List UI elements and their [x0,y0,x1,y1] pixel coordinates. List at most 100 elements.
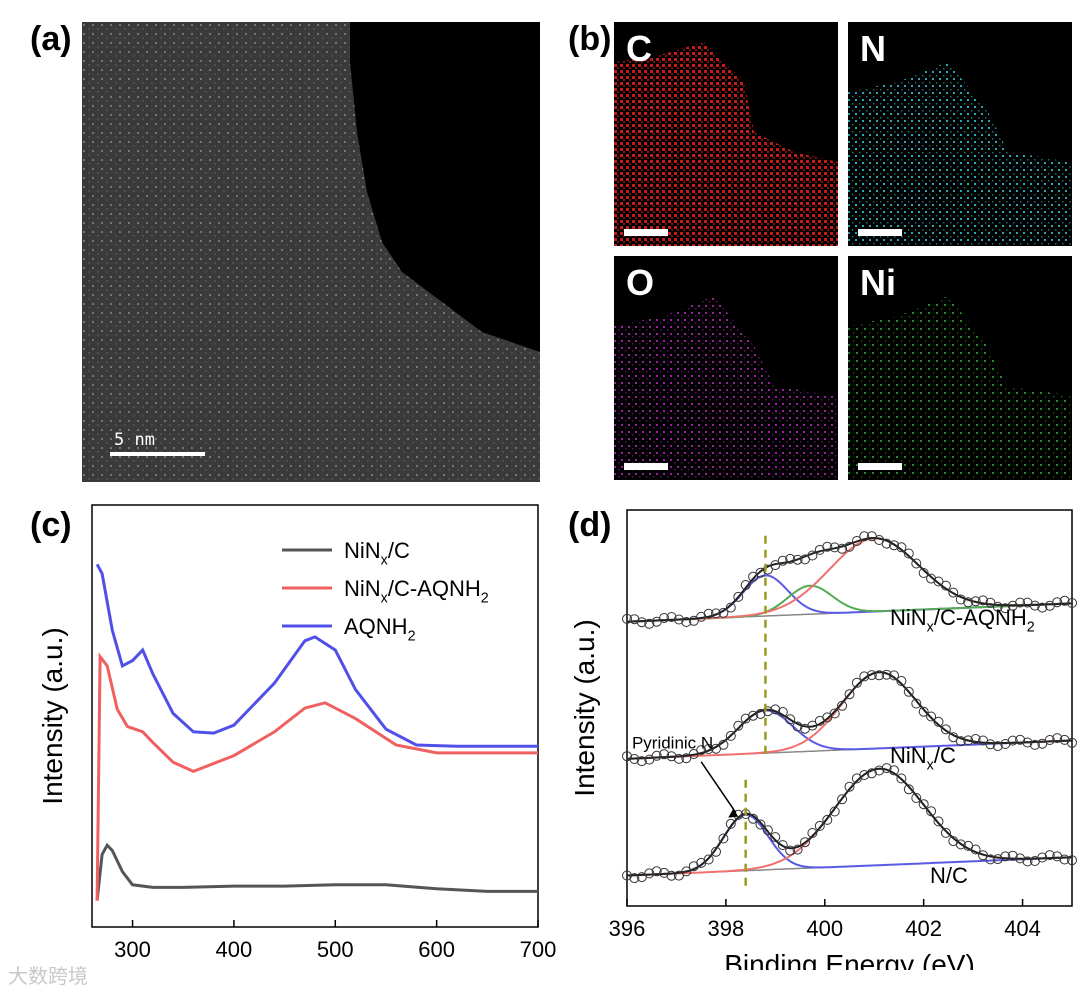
data-point [859,671,870,682]
data-point [933,816,944,827]
data-point [837,543,848,554]
data-point [933,716,944,727]
data-point [881,669,892,680]
data-point [1067,598,1077,608]
data-point [755,708,766,719]
eds-map-n-texture [848,62,1072,246]
data-point [703,854,714,865]
panel-label-a: (a) [30,20,72,58]
spectrum-label: NiNx/C [890,743,956,774]
spectrum-label: N/C [930,863,968,888]
data-point [955,736,966,747]
data-point [681,617,692,627]
data-point [955,839,966,850]
plot-frame [626,509,1073,907]
data-point [622,613,632,624]
data-point [792,844,803,855]
data-point [1052,733,1063,744]
eds-map-ni-label: Ni [860,262,896,303]
series-line-2 [95,563,538,748]
x-axis-label: Binding Energy (eV) [724,949,975,970]
data-point [807,828,818,838]
data-point [755,819,766,830]
data-point [903,548,914,559]
xps-chart: 396 398 400 402 404 Binding Energy (eV) Intens… [569,509,1077,970]
data-point [940,580,951,591]
data-point [889,670,899,681]
x-tick-label: 300 [114,937,151,962]
data-point [992,601,1003,612]
data-point [844,541,855,552]
data-point [903,686,914,697]
data-point [770,704,781,715]
data-point [777,707,788,717]
data-point [992,854,1003,865]
data-point [851,536,862,546]
y-axis-label: Intensity (a.u.) [569,619,600,796]
data-point [622,751,632,762]
annotation-pyridinic-n: Pyridinic N [632,734,713,753]
data-point [889,765,899,776]
eds-map-o-label: O [626,262,655,303]
data-point [777,555,788,566]
legend-label: NiNx/C [344,538,410,569]
eds-map-o: O [614,256,838,480]
data-point [940,724,951,735]
fit-envelope-2 [626,537,1073,623]
data-point [970,596,981,607]
data-point [1067,855,1077,866]
panel-label-b: (b) [568,20,612,58]
data-point [963,597,974,608]
panel-label-d: (d) [568,506,612,544]
data-point [762,564,773,575]
scale-bar-label: 5 nm [114,430,155,450]
data-point [903,784,914,795]
data-point [696,745,707,756]
data-point [881,538,892,549]
legend-label: AQNH2 [344,614,416,645]
data-point [851,677,862,688]
data-point [733,591,744,602]
x-tick-label: 500 [317,937,354,962]
data-point [874,765,885,776]
data-point [785,845,796,856]
data-point [918,568,929,578]
x-tick-label: 398 [708,916,745,941]
data-point [703,608,714,619]
data-point [874,670,885,681]
data-point [762,706,773,717]
data-point [911,793,922,803]
x-tick-label: 600 [418,937,455,962]
uv-vis-chart: 300400500600700Wavelength (nm)Intensity … [37,504,556,962]
data-point [1044,850,1055,861]
data-point [829,542,840,553]
eds-map-c: C [614,22,838,246]
data-point [792,554,803,565]
spectrum-label: NiNx/C-AQNH2 [890,605,1035,636]
data-point [725,602,736,613]
data-point [1000,603,1011,614]
data-point [659,613,670,623]
data-point [636,756,647,767]
data-point [807,720,818,731]
data-point [926,711,937,722]
data-point [718,739,729,750]
data-point [644,618,655,629]
data-point [622,870,632,881]
data-point [800,837,810,848]
data-point [1015,853,1026,864]
data-point [718,833,729,844]
data-point [629,873,640,884]
eds-map-n: N [848,22,1072,246]
data-point [1022,737,1033,748]
data-point [985,854,996,865]
data-point [1052,597,1063,608]
data-point [1007,735,1018,746]
data-point [629,614,640,625]
data-point [926,573,937,584]
data-point [725,730,736,741]
y-axis-label: Intensity (a.u.) [37,627,68,804]
fit-envelope-0 [626,767,1073,877]
data-point [785,553,796,564]
data-point [644,868,655,879]
